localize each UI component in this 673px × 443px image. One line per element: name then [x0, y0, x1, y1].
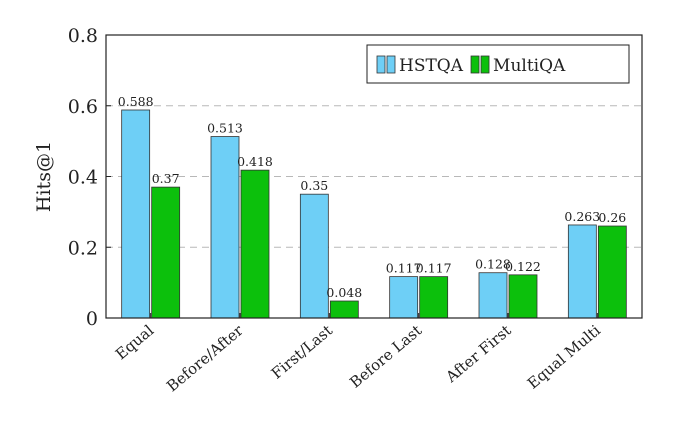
y-tick-label: 0.8 — [68, 25, 98, 47]
data-label: 0.128 — [475, 257, 511, 272]
x-tick-label: After First — [442, 321, 515, 386]
legend-box — [366, 44, 630, 84]
legend-swatch — [480, 55, 490, 74]
y-tick-label: 0.6 — [68, 96, 98, 118]
legend-label: MultiQA — [493, 56, 566, 76]
data-label: 0.37 — [152, 171, 180, 186]
legend-label: HSTQA — [399, 56, 464, 76]
data-label: 0.35 — [300, 178, 328, 193]
y-tick-label: 0 — [86, 308, 98, 330]
bar-multiqa — [419, 276, 449, 319]
y-tick-label: 0.2 — [68, 237, 98, 259]
x-tick-label: Before Last — [346, 321, 425, 391]
data-label: 0.418 — [237, 154, 273, 169]
bar-multiqa — [597, 225, 627, 319]
x-tick-label: First/Last — [268, 321, 336, 382]
x-tick-label: Before/After — [163, 321, 247, 396]
bar-hstqa — [389, 276, 419, 319]
bar-hstqa — [478, 272, 508, 319]
data-label: 0.117 — [386, 261, 422, 276]
bar-multiqa — [508, 274, 538, 319]
data-label: 0.588 — [118, 94, 154, 109]
bars — [121, 109, 627, 319]
data-label: 0.048 — [326, 285, 362, 300]
legend-swatch — [470, 55, 480, 74]
bar-multiqa — [151, 186, 181, 319]
data-label: 0.263 — [564, 209, 600, 224]
bar-multiqa — [240, 169, 270, 319]
data-label: 0.117 — [416, 261, 452, 276]
data-label: 0.26 — [598, 210, 626, 225]
data-label: 0.513 — [207, 121, 243, 136]
bar-hstqa — [121, 109, 151, 319]
x-tick-label: Equal — [112, 321, 157, 363]
grid-lines — [106, 105, 642, 248]
bar-hstqa — [299, 193, 329, 319]
data-label: 0.122 — [505, 259, 541, 274]
x-tick-label: Equal Multi — [524, 321, 604, 392]
y-tick-label: 0.4 — [68, 167, 98, 189]
legend-swatch — [376, 55, 386, 74]
bar-multiqa — [329, 300, 359, 319]
legend: HSTQA MultiQA — [366, 44, 630, 84]
legend-swatch — [386, 55, 396, 74]
bar-hstqa — [567, 224, 597, 319]
bar-hstqa — [210, 136, 240, 319]
y-axis-title: Hits@1 — [33, 141, 55, 212]
